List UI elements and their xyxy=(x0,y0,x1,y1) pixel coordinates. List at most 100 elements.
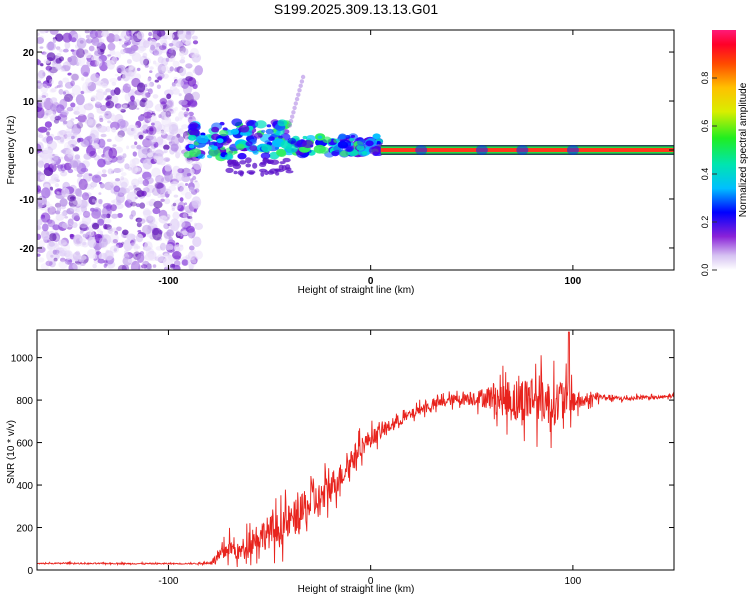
noise-blob xyxy=(136,218,146,225)
noise-blob xyxy=(61,110,69,116)
noise-blob xyxy=(177,204,184,212)
noise-blob xyxy=(130,260,141,270)
signal-blob xyxy=(237,152,247,160)
noise-blob xyxy=(152,264,157,268)
noise-blob xyxy=(135,120,142,129)
signal-blob xyxy=(224,153,234,161)
noise-blob xyxy=(82,241,87,246)
noise-blob xyxy=(173,260,181,267)
noise-blob xyxy=(113,34,120,42)
noise-blob xyxy=(76,37,87,49)
noise-blob xyxy=(79,261,86,266)
noise-blob xyxy=(111,200,116,204)
noise-blob xyxy=(191,163,196,166)
noise-blob xyxy=(89,133,96,142)
signal-blob xyxy=(300,74,306,80)
noise-blob xyxy=(115,178,121,182)
noise-blob xyxy=(95,91,105,101)
noise-blob xyxy=(90,126,100,138)
noise-blob xyxy=(140,126,147,132)
noise-blob xyxy=(47,206,56,215)
noise-blob xyxy=(38,70,46,79)
signal-blob xyxy=(253,132,263,139)
noise-blob xyxy=(40,174,46,181)
noise-blob xyxy=(53,153,59,161)
signal-blob xyxy=(211,145,218,151)
noise-blob xyxy=(168,185,177,192)
noise-blob xyxy=(143,58,150,66)
noise-blob xyxy=(157,194,162,199)
noise-blob xyxy=(192,40,199,45)
noise-blob xyxy=(158,114,162,119)
noise-blob xyxy=(71,37,77,43)
noise-blob xyxy=(93,154,100,161)
y-tick-label: 0 xyxy=(28,146,34,157)
tone-knot xyxy=(516,145,529,155)
noise-blob xyxy=(164,170,173,182)
signal-blob xyxy=(248,171,255,175)
noise-blob xyxy=(67,152,75,159)
noise-blob xyxy=(40,212,51,223)
noise-blob xyxy=(193,208,197,213)
noise-blob xyxy=(71,73,79,81)
noise-blob xyxy=(166,93,172,100)
noise-blob xyxy=(71,212,80,221)
noise-blob xyxy=(114,73,119,77)
noise-blob xyxy=(110,114,118,122)
noise-blob xyxy=(166,107,176,115)
noise-blob xyxy=(178,99,188,106)
y-tick-label: 400 xyxy=(16,481,33,492)
noise-blob xyxy=(142,208,151,218)
noise-blob xyxy=(67,139,78,147)
noise-blob xyxy=(117,264,127,270)
noise-blob xyxy=(56,46,60,51)
noise-blob xyxy=(178,111,185,119)
signal-blob xyxy=(233,150,238,154)
signal-blob xyxy=(293,101,298,106)
noise-blob xyxy=(43,163,51,171)
noise-blob xyxy=(60,163,67,172)
noise-blob xyxy=(37,82,44,89)
noise-blob xyxy=(177,30,186,39)
noise-blob xyxy=(193,161,202,170)
noise-blob xyxy=(154,149,164,158)
signal-blob xyxy=(291,110,296,115)
noise-blob xyxy=(131,182,136,186)
noise-blob xyxy=(130,210,136,217)
noise-blob xyxy=(125,33,130,38)
noise-blob xyxy=(149,127,154,132)
noise-blob xyxy=(37,153,40,157)
noise-blob xyxy=(122,153,127,159)
noise-blob xyxy=(144,253,155,261)
noise-blob xyxy=(92,263,97,269)
noise-blob xyxy=(109,245,119,254)
noise-blob xyxy=(56,191,60,194)
noise-blob xyxy=(138,115,145,122)
noise-blob xyxy=(54,86,58,89)
signal-blob xyxy=(230,159,237,164)
noise-blob xyxy=(37,107,45,119)
noise-blob xyxy=(47,203,53,209)
noise-blob xyxy=(163,115,169,121)
noise-blob xyxy=(90,73,100,83)
noise-blob xyxy=(53,118,60,124)
noise-blob xyxy=(183,83,192,96)
noise-blob xyxy=(160,130,167,136)
noise-blob xyxy=(64,81,74,89)
signal-blob xyxy=(298,83,303,89)
noise-blob xyxy=(194,222,203,230)
signal-blob xyxy=(296,92,301,97)
noise-blob xyxy=(128,185,134,191)
y-tick-label: 800 xyxy=(16,396,33,407)
noise-blob xyxy=(83,103,94,111)
snr-series-line xyxy=(37,331,674,568)
noise-blob xyxy=(97,148,103,154)
noise-blob xyxy=(97,125,108,133)
noise-blob xyxy=(122,256,132,266)
noise-blob xyxy=(58,166,63,172)
noise-blob xyxy=(130,201,137,207)
noise-blob xyxy=(194,250,203,260)
noise-blob xyxy=(194,65,203,76)
noise-blob xyxy=(97,138,106,148)
noise-blob xyxy=(136,203,141,208)
